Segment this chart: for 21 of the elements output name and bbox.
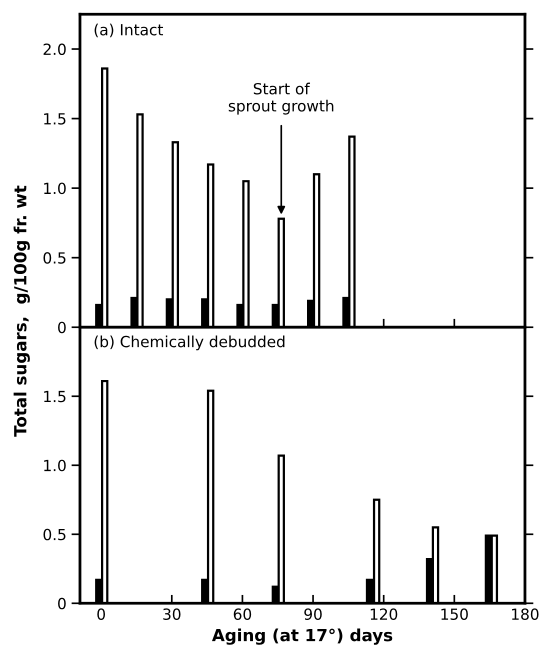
x-axis-title: Aging (at 17°) days — [212, 628, 392, 645]
y-tick-label: 2.0 — [44, 43, 66, 56]
y-tick-label: 1.0 — [44, 182, 66, 194]
x-tick-label: 30 — [163, 608, 180, 620]
y-tick-label: 0 — [58, 322, 66, 334]
y-tick-label: 0.5 — [43, 252, 66, 264]
y-tick-label: 0 — [58, 598, 66, 610]
x-tick-label: 0 — [97, 608, 106, 620]
annotation: Start of sprout growth — [228, 82, 334, 115]
x-tick-label: 150 — [441, 608, 468, 620]
y-tick-label: 1.5 — [44, 390, 66, 402]
annotation: (b) Chemically debudded — [94, 336, 284, 350]
y-tick-label: 1.5 — [44, 113, 66, 125]
y-tick-label: 1.0 — [44, 460, 66, 472]
x-tick-label: 120 — [370, 608, 398, 620]
y-axis-title: Total sugars, g/100g fr. wt — [14, 186, 30, 437]
x-tick-label: 180 — [512, 608, 539, 620]
x-tick-label: 60 — [234, 608, 252, 620]
x-tick-label: 90 — [304, 608, 322, 620]
annotation: (a) Intact — [94, 24, 164, 38]
y-tick-label: 0.5 — [43, 528, 66, 540]
